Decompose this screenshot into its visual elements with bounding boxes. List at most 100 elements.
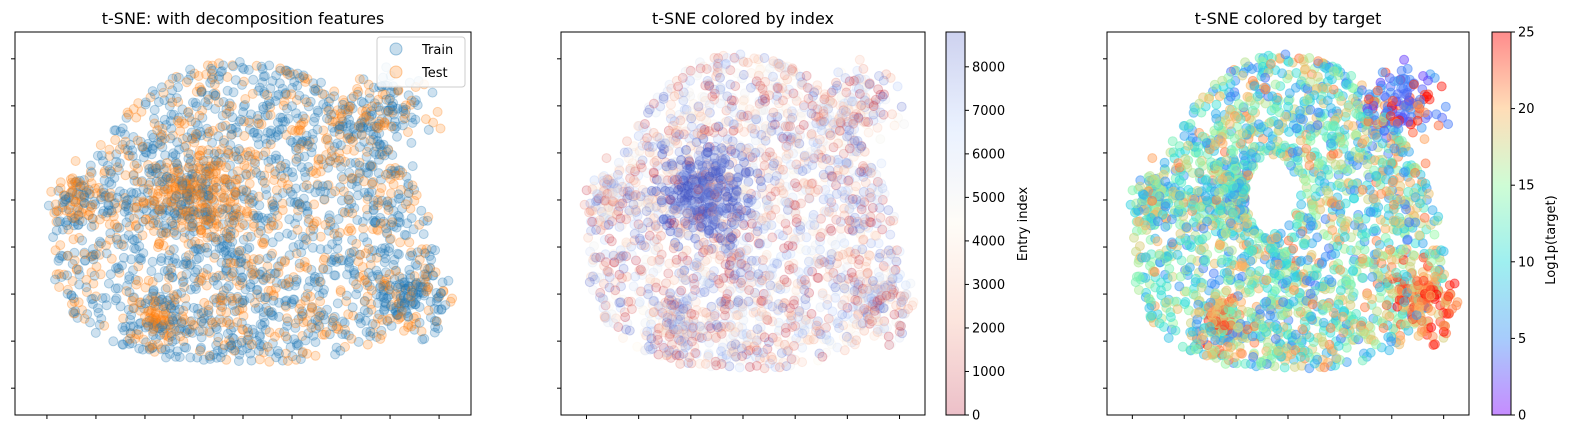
point-index — [645, 273, 656, 284]
point-train — [85, 201, 96, 211]
point-train — [361, 151, 372, 162]
point-index — [799, 275, 810, 286]
point-test — [385, 174, 396, 184]
point-train — [347, 103, 358, 114]
point-test — [385, 163, 396, 174]
point-train — [144, 195, 155, 206]
point-train — [168, 244, 179, 255]
point-index — [889, 211, 900, 222]
point-train — [230, 75, 241, 86]
point-train — [124, 212, 135, 223]
point-test — [300, 113, 310, 124]
point-train — [87, 251, 98, 262]
point-index — [851, 194, 862, 205]
point-test — [87, 202, 97, 213]
point-test — [200, 173, 211, 184]
point-train — [351, 289, 362, 300]
point-index — [624, 325, 635, 336]
point-train — [409, 324, 420, 335]
point-train — [119, 188, 129, 199]
point-index — [608, 318, 619, 329]
point-train — [403, 90, 414, 101]
point-index — [670, 205, 681, 216]
point-test — [299, 261, 310, 272]
point-test — [185, 184, 196, 195]
point-train — [418, 288, 429, 299]
point-train — [246, 268, 257, 278]
point-train — [117, 260, 127, 271]
point-test — [174, 118, 185, 129]
point-index — [634, 297, 645, 307]
point-index — [831, 189, 842, 199]
point-train — [184, 183, 195, 194]
point-train — [53, 255, 64, 266]
point-train — [315, 276, 326, 287]
point-test — [85, 251, 96, 262]
point-test — [290, 318, 301, 329]
point-train — [205, 351, 215, 362]
point-train — [266, 212, 277, 223]
point-test — [123, 150, 134, 161]
point-train — [269, 201, 280, 212]
point-test — [207, 184, 218, 195]
point-test — [194, 209, 205, 219]
point-train — [221, 265, 232, 276]
point-test — [201, 161, 212, 172]
point-test — [202, 60, 213, 71]
point-train — [292, 212, 303, 223]
point-index — [806, 245, 817, 256]
point-index — [796, 107, 807, 118]
point-train — [332, 243, 343, 254]
point-train — [329, 270, 340, 281]
point-train — [138, 152, 149, 163]
point-test — [146, 305, 157, 316]
point-train — [270, 153, 281, 164]
point-train — [94, 236, 105, 247]
point-train — [103, 278, 114, 289]
point-test — [207, 317, 218, 328]
point-test — [189, 68, 200, 79]
point-train — [166, 109, 177, 120]
point-train — [267, 237, 278, 248]
point-test — [254, 118, 265, 129]
point-train — [147, 129, 158, 140]
point-test — [384, 313, 395, 324]
point-train — [101, 300, 112, 311]
point-test — [265, 110, 276, 120]
point-train — [292, 68, 303, 79]
point-test — [305, 225, 316, 236]
point-train — [310, 187, 321, 198]
point-test — [125, 328, 136, 339]
point-train — [190, 267, 201, 278]
point-test — [241, 253, 252, 264]
point-test — [136, 177, 147, 188]
point-index — [692, 70, 703, 81]
point-train — [286, 298, 297, 309]
point-train — [389, 254, 400, 265]
point-index — [618, 250, 629, 261]
point-train — [217, 66, 227, 77]
point-test — [348, 91, 359, 102]
point-train — [175, 208, 186, 219]
point-train — [214, 207, 225, 218]
point-train — [243, 115, 254, 126]
point-index — [759, 53, 770, 63]
point-train — [238, 184, 249, 195]
point-train — [282, 228, 293, 239]
point-train — [417, 334, 428, 345]
point-train — [113, 239, 124, 250]
point-train — [156, 82, 167, 93]
point-index — [676, 285, 687, 296]
point-test — [233, 258, 244, 269]
point-train — [178, 276, 189, 286]
point-test — [73, 177, 84, 188]
point-train — [403, 281, 414, 292]
point-test — [385, 233, 396, 244]
point-test — [304, 136, 315, 147]
point-train — [225, 160, 235, 171]
point-train — [165, 322, 176, 333]
point-test — [306, 167, 316, 177]
point-train — [170, 311, 181, 322]
point-test — [69, 296, 80, 307]
